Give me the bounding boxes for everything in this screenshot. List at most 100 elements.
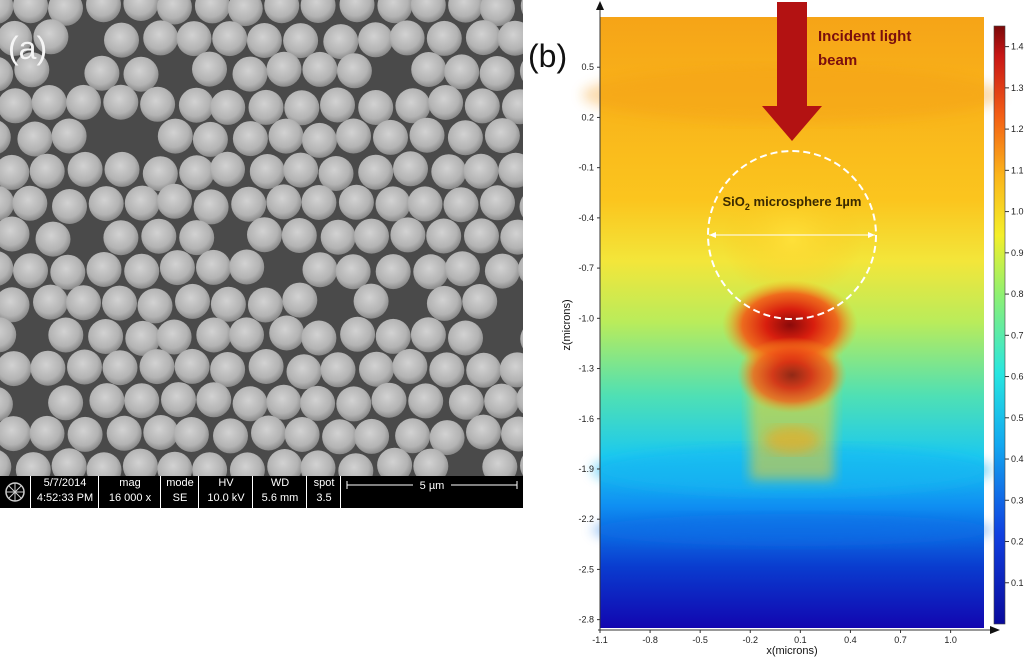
- x-tick-label: -0.2: [743, 635, 759, 645]
- sem-image-panel: (a) 5/7/2014 4:52:33 PM mag 16 000 x mod…: [0, 0, 573, 521]
- microsphere: [340, 316, 376, 352]
- microsphere: [302, 122, 337, 158]
- microsphere: [410, 317, 446, 353]
- x-tick-label: -1.1: [592, 635, 608, 645]
- x-axis-title: x(microns): [766, 645, 817, 657]
- microsphere: [284, 417, 320, 452]
- microsphere: [102, 285, 137, 321]
- microsphere: [156, 0, 192, 25]
- x-axis-arrowhead: [990, 626, 1000, 634]
- microsphere: [286, 354, 322, 390]
- colorbar-tick-label: 0.5: [1011, 413, 1024, 423]
- microsphere: [429, 420, 465, 456]
- microsphere: [283, 23, 319, 59]
- microsphere: [373, 119, 408, 155]
- colorbar: 1.4 1.3 1.2 1.1 1.0 0.9 0.8 0.7 0.6 0.5 0.4 0.3 0.2 0…: [993, 25, 1024, 625]
- microsphere: [429, 352, 465, 388]
- microsphere: [140, 86, 176, 122]
- z-tick-label: -2.8: [578, 615, 594, 625]
- sem-hv-header: HV: [218, 477, 234, 489]
- microsphere: [268, 118, 304, 154]
- microsphere: [48, 0, 83, 26]
- microsphere: [466, 414, 501, 450]
- microsphere: [301, 185, 337, 220]
- microsphere: [251, 415, 286, 451]
- sem-micrograph: [0, 0, 573, 521]
- microsphere: [448, 320, 483, 356]
- z-tick-label: 0.5: [581, 62, 594, 72]
- microsphere: [428, 85, 464, 120]
- microsphere: [174, 348, 210, 384]
- microsphere: [354, 218, 389, 254]
- sem-date: 5/7/2014: [43, 477, 87, 489]
- microsphere: [124, 253, 160, 289]
- microsphere: [0, 387, 13, 422]
- microsphere: [229, 249, 265, 285]
- microsphere: [30, 350, 66, 386]
- microsphere: [353, 283, 389, 319]
- microsphere: [463, 153, 499, 189]
- microsphere: [161, 382, 196, 418]
- incident-label-line1: Incident light: [818, 28, 911, 45]
- microsphere: [0, 154, 30, 190]
- colorbar-tick-label: 0.9: [1011, 248, 1024, 258]
- microsphere: [192, 121, 228, 157]
- microsphere: [390, 217, 426, 253]
- microsphere: [320, 352, 356, 388]
- microsphere: [86, 0, 121, 23]
- microsphere: [411, 52, 447, 87]
- microsphere: [66, 84, 101, 120]
- microsphere: [210, 89, 246, 125]
- microsphere: [484, 383, 520, 419]
- microsphere: [393, 151, 428, 187]
- microsphere: [33, 19, 69, 55]
- sem-mode-value: SE: [172, 492, 188, 504]
- microsphere: [137, 288, 173, 324]
- microsphere: [247, 287, 283, 323]
- microsphere: [231, 186, 267, 222]
- z-tick-label: -1.9: [578, 464, 594, 474]
- microsphere: [103, 220, 139, 256]
- sem-info-bar: 5/7/2014 4:52:33 PM mag 16 000 x mode SE…: [0, 476, 523, 508]
- z-tick-label: -1.3: [578, 364, 594, 374]
- microsphere: [0, 416, 31, 452]
- microsphere: [448, 384, 484, 420]
- microsphere: [86, 252, 122, 287]
- microsphere: [300, 0, 336, 23]
- microsphere: [320, 87, 355, 123]
- microsphere: [267, 449, 303, 484]
- microsphere: [106, 415, 142, 451]
- sem-hv: HV 10.0 kV: [198, 476, 253, 508]
- microsphere: [232, 386, 268, 422]
- microsphere: [426, 285, 462, 321]
- microsphere: [212, 21, 248, 57]
- colorbar-scale: [993, 25, 1006, 625]
- microsphere: [444, 251, 480, 287]
- microsphere: [0, 88, 33, 124]
- z-tick-label: -2.2: [578, 514, 594, 524]
- microsphere: [266, 184, 302, 220]
- microsphere: [52, 189, 87, 224]
- microsphere: [466, 352, 502, 388]
- microsphere: [395, 418, 431, 454]
- microsphere: [464, 218, 499, 254]
- microsphere: [123, 0, 159, 21]
- microsphere: [210, 352, 246, 387]
- microsphere: [281, 218, 317, 253]
- microsphere: [14, 52, 50, 88]
- microsphere: [142, 156, 178, 192]
- field-intensity-heatmap: SiO2 microsphere 1µm Incident light beam…: [561, 1, 1024, 657]
- microsphere: [323, 24, 359, 60]
- microsphere: [192, 51, 227, 87]
- microsphere: [322, 419, 358, 455]
- microsphere: [66, 285, 101, 321]
- microsphere: [336, 118, 371, 154]
- microsphere: [443, 187, 479, 223]
- microsphere: [173, 417, 209, 452]
- panel-label-b: (b): [528, 38, 568, 74]
- microsphere: [320, 219, 356, 255]
- sem-scale-bar: 5 µm: [340, 476, 524, 508]
- x-tick-label: 0.4: [844, 635, 857, 645]
- microsphere: [284, 90, 320, 126]
- microsphere: [247, 217, 282, 253]
